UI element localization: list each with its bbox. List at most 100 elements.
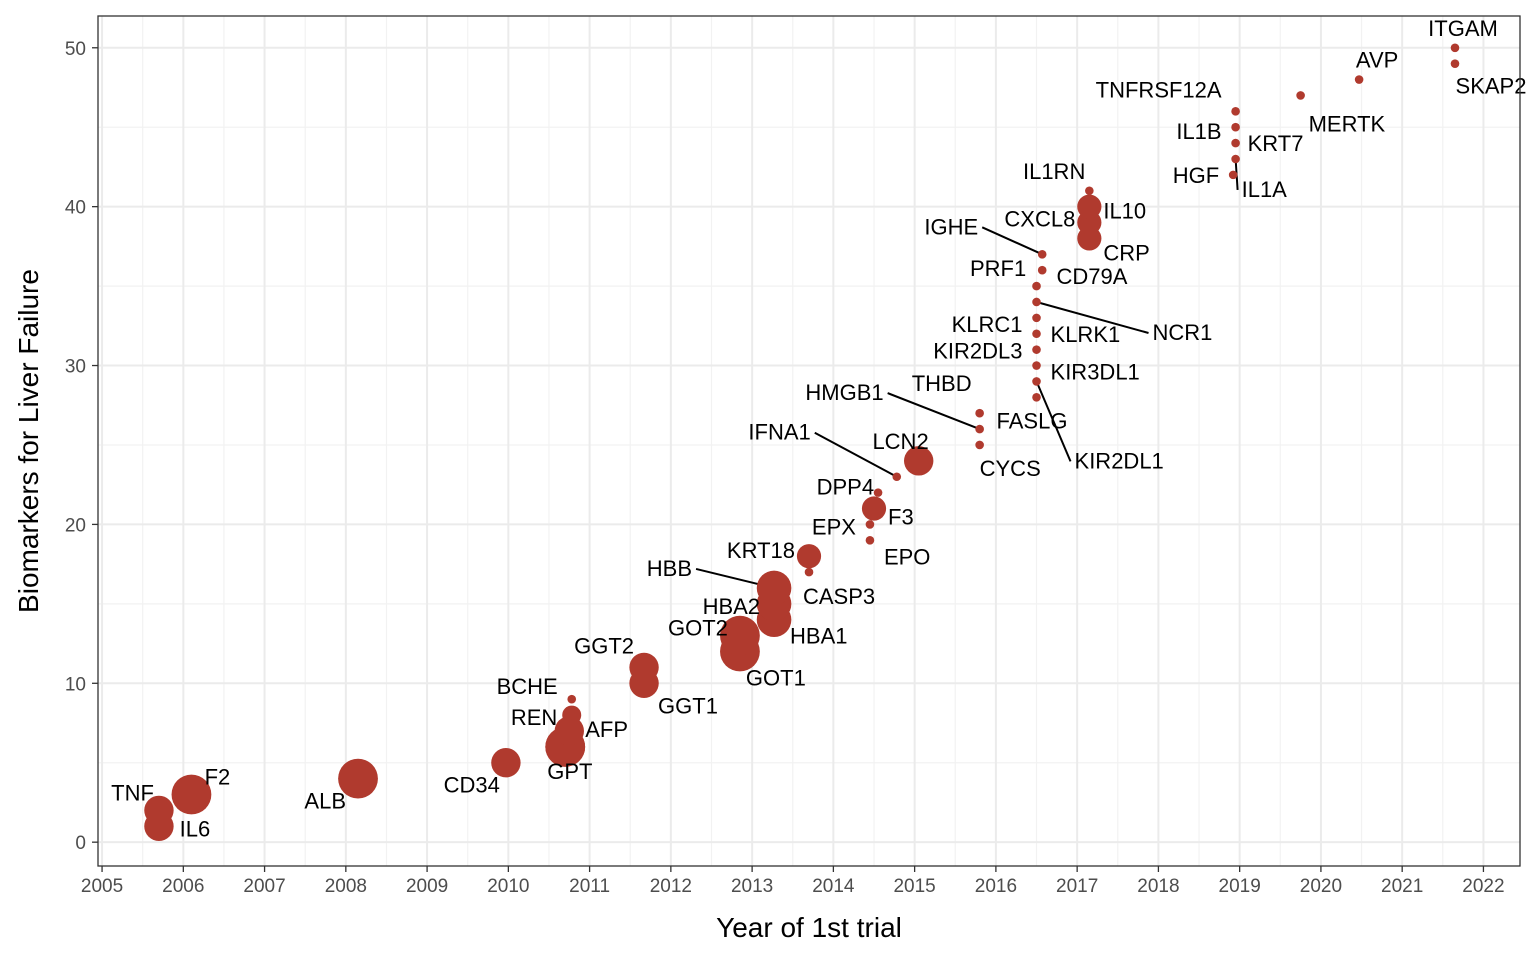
leader-line — [887, 392, 981, 431]
x-tick-label: 2013 — [731, 876, 773, 897]
grid-minor — [98, 16, 1520, 866]
x-tick-label: 2008 — [325, 876, 367, 897]
grid-major — [98, 16, 1520, 866]
x-tick-label: 2012 — [650, 876, 692, 897]
point-label: CD79A — [1057, 264, 1128, 289]
leader-line — [1036, 301, 1149, 334]
data-point — [144, 795, 174, 826]
y-axis-title: Biomarkers for Liver Failure — [13, 269, 44, 613]
point-label: IL1A — [1242, 177, 1288, 202]
point-label: KLRC1 — [952, 312, 1023, 337]
point-label: CD34 — [444, 773, 500, 798]
data-point — [629, 652, 659, 683]
data-point — [562, 705, 582, 725]
point-label: IGHE — [924, 214, 978, 239]
data-point — [1032, 281, 1041, 291]
data-point — [1032, 345, 1041, 354]
point-label: KRT18 — [727, 538, 795, 563]
point-label: GGT1 — [658, 693, 718, 718]
data-point — [567, 694, 577, 704]
leader-line — [814, 431, 898, 478]
point-label: HBA1 — [790, 624, 847, 649]
data-point — [720, 615, 760, 656]
data-point — [1032, 329, 1041, 339]
point-label: IFNA1 — [748, 420, 810, 445]
point-label: HBB — [647, 556, 692, 581]
data-point — [491, 748, 521, 778]
point-label: IL10 — [1103, 199, 1146, 224]
point-label: CRP — [1103, 240, 1149, 265]
y-tick-label: 10 — [65, 674, 86, 695]
point-label: THBD — [912, 371, 972, 396]
data-point — [975, 408, 984, 418]
point-label: AVP — [1356, 48, 1398, 73]
x-tick-label: 2010 — [487, 876, 529, 897]
point-label: TNFRSF12A — [1096, 77, 1222, 102]
data-point — [804, 567, 814, 577]
y-tick-label: 50 — [65, 39, 86, 60]
data-point — [1354, 75, 1364, 84]
point-label: ITGAM — [1428, 16, 1498, 41]
data-point — [1032, 361, 1041, 370]
x-tick-label: 2014 — [812, 876, 855, 897]
point-label: TNF — [111, 780, 154, 805]
point-label: NCR1 — [1153, 320, 1213, 345]
data-point — [338, 758, 378, 799]
data-points — [144, 43, 1460, 841]
point-label: CXCL8 — [1004, 207, 1075, 232]
point-label: GGT2 — [574, 633, 634, 658]
point-label: KIR2DL3 — [933, 339, 1022, 364]
leader-line — [1035, 381, 1072, 462]
y-tick-label: 40 — [65, 198, 86, 219]
data-point — [1228, 170, 1238, 180]
x-tick-label: 2021 — [1381, 876, 1423, 897]
point-label: BCHE — [497, 674, 558, 699]
point-label: HGF — [1173, 163, 1219, 188]
y-axis: 0 10 20 30 40 50 — [65, 39, 98, 854]
point-label: GOT2 — [668, 616, 728, 641]
leader-line — [981, 226, 1043, 256]
data-point — [1032, 297, 1041, 307]
point-label: KRT7 — [1248, 131, 1304, 156]
x-tick-label: 2016 — [975, 876, 1017, 897]
data-point — [1032, 313, 1041, 323]
data-point — [865, 535, 875, 545]
data-point — [1085, 186, 1094, 196]
point-label: REN — [511, 705, 557, 730]
x-axis: 2005 2006 2007 2008 2009 2010 2011 2012 2013 2014… — [81, 866, 1505, 897]
data-point — [796, 544, 822, 569]
data-point — [865, 520, 875, 529]
point-label: SKAP2 — [1456, 74, 1527, 99]
point-label: LCN2 — [872, 429, 928, 454]
point-label: GOT1 — [746, 666, 806, 691]
point-label: F2 — [205, 765, 231, 790]
point-label: CASP3 — [803, 584, 875, 609]
data-point — [1037, 250, 1047, 259]
x-tick-label: 2011 — [569, 876, 610, 897]
data-point — [554, 716, 584, 746]
y-tick-label: 20 — [65, 515, 86, 536]
data-point — [975, 440, 984, 450]
data-point — [1450, 59, 1460, 68]
data-point — [975, 424, 984, 434]
data-point — [1032, 377, 1041, 386]
data-point — [1077, 194, 1102, 219]
point-label: IL1RN — [1023, 159, 1085, 184]
x-tick-label: 2005 — [81, 876, 123, 897]
x-tick-label: 2017 — [1056, 876, 1098, 897]
point-label: DPP4 — [817, 475, 874, 500]
x-tick-label: 2019 — [1219, 876, 1261, 897]
point-labels: IL6 TNF F2 ALB CD34 GPT AFP REN BCHE GGT1 GGT2 GOT1… — [111, 16, 1526, 842]
data-point — [171, 774, 212, 815]
data-point — [756, 570, 792, 606]
panel-background — [98, 16, 1520, 866]
point-label: KIR2DL1 — [1075, 448, 1164, 473]
x-tick-label: 2015 — [893, 876, 935, 897]
data-point — [873, 488, 883, 497]
point-label: F3 — [888, 505, 914, 530]
point-label: IL1B — [1176, 119, 1221, 144]
x-tick-label: 2018 — [1137, 876, 1179, 897]
point-label: MERTK — [1309, 111, 1386, 136]
data-point — [892, 472, 902, 482]
